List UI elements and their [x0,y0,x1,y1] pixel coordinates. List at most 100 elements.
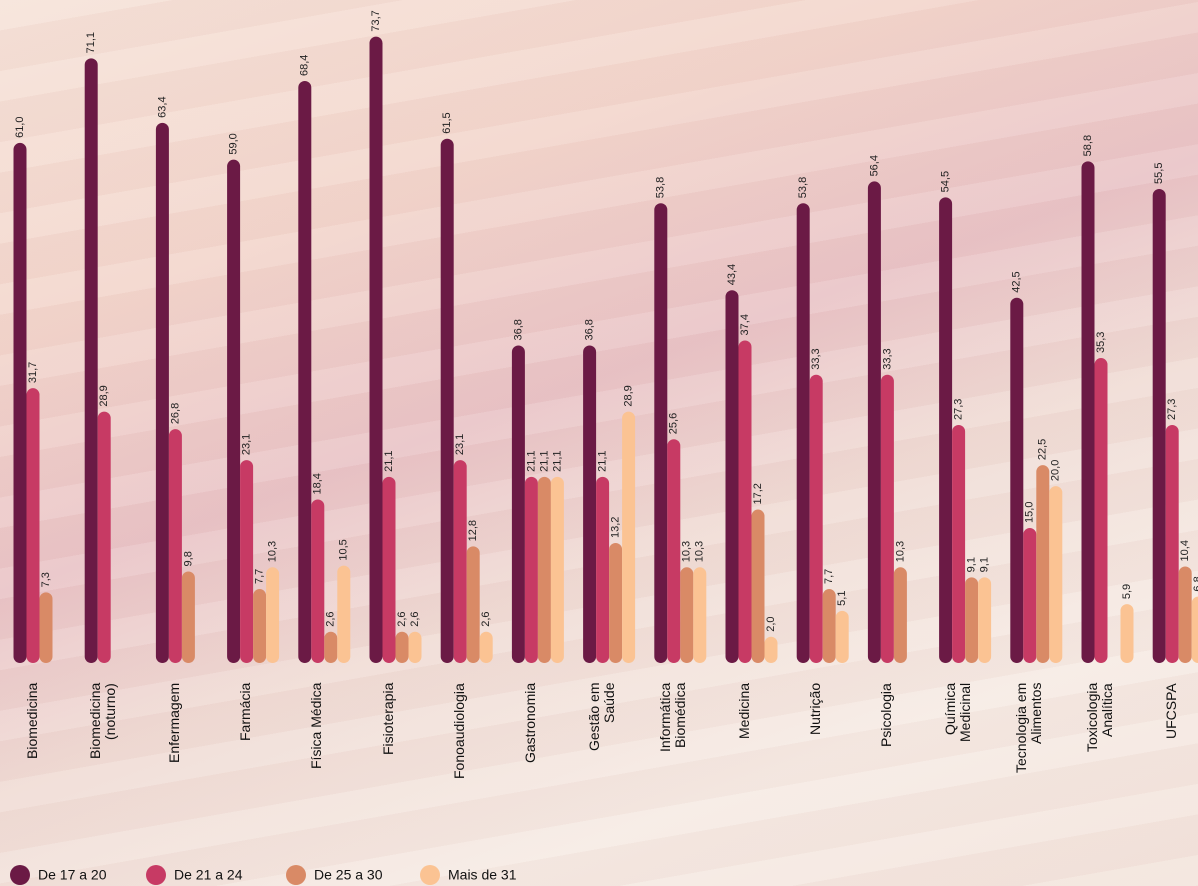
value-label: 55,5 [1153,163,1165,184]
legend-label: De 21 a 24 [174,867,243,883]
value-label: 21,1 [551,450,563,471]
bar [383,477,396,663]
legend-marker [10,865,30,885]
bar [797,203,810,663]
legend-label: De 25 a 30 [314,867,383,883]
value-label: 2,6 [480,611,492,626]
bar [1049,486,1062,663]
bar [467,546,480,663]
bar [441,139,454,663]
bar [1179,566,1192,663]
value-label: 28,9 [623,385,635,406]
value-label: 2,6 [409,611,421,626]
value-label: 10,4 [1179,540,1191,561]
bar [98,412,111,663]
bar [40,592,53,663]
bar [227,160,240,663]
bar [952,425,965,663]
value-label: 21,1 [383,450,395,471]
value-label: 20,0 [1050,460,1062,481]
bar [667,439,680,663]
bar [939,197,952,663]
bar [538,477,551,663]
value-label: 43,4 [726,264,738,285]
value-label: 9,8 [182,551,194,566]
x-tick-label: Gastronomia [523,683,538,863]
bar [14,143,27,663]
bar [1192,597,1198,663]
legend-label: Mais de 31 [448,867,517,883]
x-tick-label: Física Médica [309,683,324,863]
value-label: 7,7 [823,569,835,584]
bar [868,181,881,663]
bar [525,477,538,663]
bar [654,203,667,663]
bar [1023,528,1036,663]
x-tick-label: Biomedicina [25,683,40,863]
bar [765,637,778,663]
bar [965,577,978,663]
bar [337,566,350,663]
value-label: 56,4 [868,155,880,176]
x-tick-label: Medicina [737,683,752,863]
value-label: 68,4 [299,55,311,76]
bar [182,571,195,663]
value-label: 36,8 [584,319,596,340]
value-label: 25,6 [668,413,680,434]
value-label: 2,6 [396,611,408,626]
bar [823,589,836,663]
bar [240,460,253,663]
value-label: 6,8 [1192,576,1198,591]
page: {"chart_data": {"type": "bar", "categori… [0,0,1198,886]
bar [596,477,609,663]
bar [1010,298,1023,663]
value-label: 59,0 [228,133,240,154]
x-tick-label: Farmácia [238,683,253,863]
value-label: 7,7 [254,569,266,584]
bar [978,577,991,663]
value-label: 61,5 [441,112,453,133]
bar [27,388,40,663]
bar [622,412,635,663]
value-label: 33,3 [881,348,893,369]
x-tick-label: Fonoaudiologia [452,683,467,863]
bar [266,567,279,663]
bar [1166,425,1179,663]
bar [726,290,739,663]
legend-marker [146,865,166,885]
value-label: 21,1 [538,450,550,471]
value-label: 10,3 [894,541,906,562]
x-tick-label: Nutrição [808,683,823,863]
value-label: 42,5 [1011,271,1023,292]
bar [298,81,311,663]
bar [169,429,182,663]
x-tick-label: Informática Biomédica [658,683,688,863]
value-label: 23,1 [454,434,466,455]
x-tick-label: Biomedicina (noturno) [88,683,118,863]
value-label: 37,4 [739,314,751,335]
bar [253,589,266,663]
bar [1082,161,1095,663]
bar [583,345,596,663]
legend-marker [420,865,440,885]
value-label: 5,9 [1121,584,1133,599]
value-label: 15,0 [1024,502,1036,523]
value-label: 26,8 [169,403,181,424]
bar [1153,189,1166,663]
value-label: 21,1 [597,450,609,471]
x-tick-label: UFCSPA [1164,683,1179,863]
bar [752,510,765,663]
value-label: 21,1 [525,450,537,471]
value-label: 10,3 [267,541,279,562]
bar [1036,465,1049,663]
bar [370,37,383,663]
bar [894,567,907,663]
value-label: 22,5 [1037,439,1049,460]
x-tick-label: Gestão em Saúde [587,683,617,863]
value-label: 9,1 [979,557,991,572]
value-label: 23,1 [241,434,253,455]
value-label: 12,8 [467,520,479,541]
value-label: 36,8 [512,319,524,340]
value-label: 2,0 [765,616,777,631]
value-label: 35,3 [1095,332,1107,353]
